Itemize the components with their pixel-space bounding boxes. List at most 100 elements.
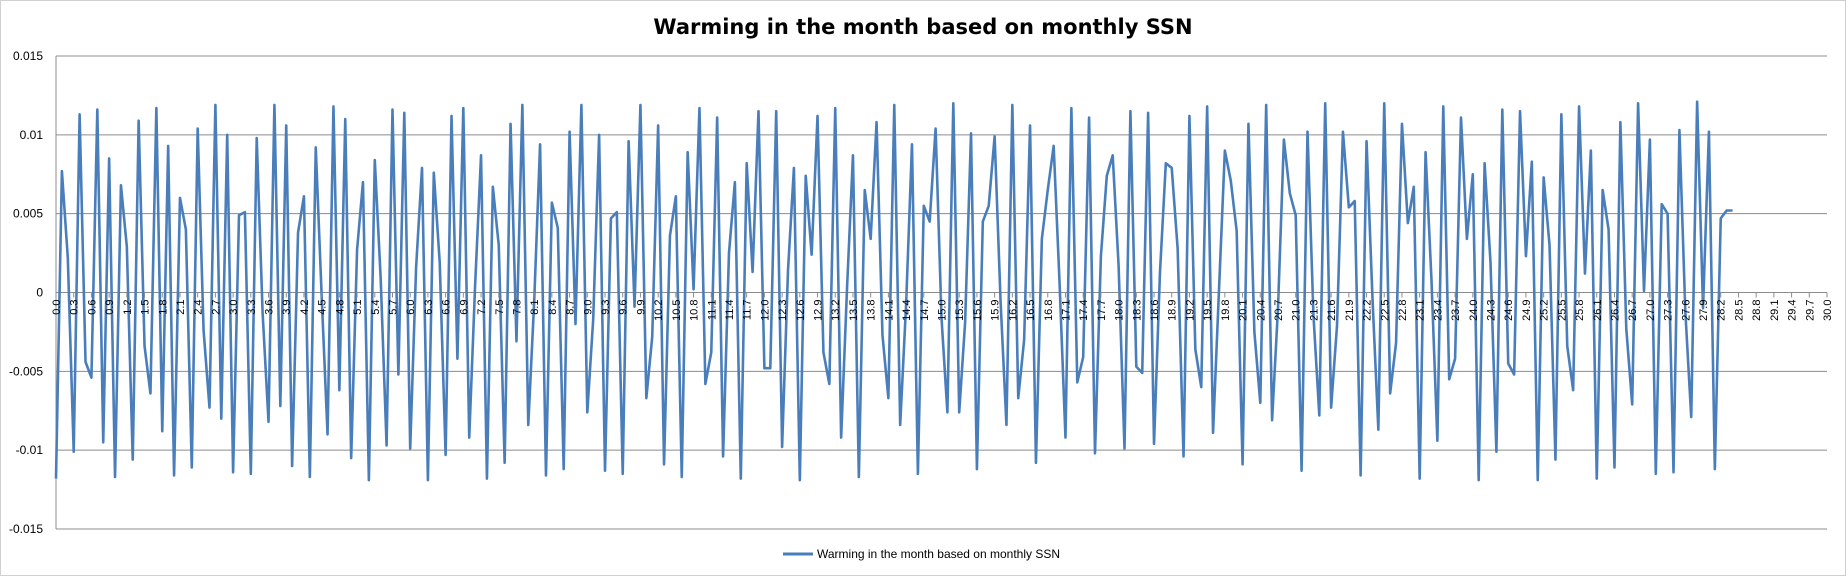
- legend: Warming in the month based on monthly SS…: [783, 547, 1060, 561]
- x-tick-label: 5.4: [370, 300, 382, 315]
- y-tick-label: 0.005: [13, 207, 43, 221]
- series-line: [54, 100, 1733, 482]
- x-tick-label: 24.0: [1468, 300, 1480, 321]
- x-tick-label: 21.9: [1344, 300, 1356, 321]
- x-tick-label: 9.0: [582, 300, 594, 315]
- x-tick-label: 26.4: [1609, 300, 1621, 321]
- x-tick-label: 28.2: [1716, 300, 1728, 321]
- x-tick-label: 23.4: [1432, 300, 1444, 321]
- x-tick-label: 9.9: [635, 300, 647, 315]
- x-tick-label: 18.3: [1131, 300, 1143, 321]
- x-tick-label: 15.9: [990, 300, 1002, 321]
- x-tick-label: 21.3: [1308, 300, 1320, 321]
- x-tick-label: 17.7: [1096, 300, 1108, 321]
- x-tick-label: 12.6: [795, 300, 807, 321]
- x-tick-label: 25.5: [1556, 300, 1568, 321]
- x-tick-label: 12.9: [813, 300, 825, 321]
- x-tick-label: 27.9: [1698, 300, 1710, 321]
- x-tick-label: 16.5: [1025, 300, 1037, 321]
- legend-label: Warming in the month based on monthly SS…: [817, 547, 1060, 561]
- x-tick-label: 5.7: [387, 300, 399, 315]
- x-tick-label: 8.1: [529, 300, 541, 315]
- x-tick-label: 15.6: [972, 300, 984, 321]
- x-tick-label: 3.6: [264, 300, 276, 315]
- x-tick-label: 10.8: [689, 300, 701, 321]
- x-tick-label: 25.8: [1574, 300, 1586, 321]
- x-tick-label: 6.3: [423, 300, 435, 315]
- x-tick-label: 6.6: [441, 300, 453, 315]
- x-tick-label: 9.6: [618, 300, 630, 315]
- x-tick-label: 19.5: [1202, 300, 1214, 321]
- x-tick-label: 3.3: [246, 300, 258, 315]
- x-tick-label: 25.2: [1539, 300, 1551, 321]
- x-tick-label: 7.8: [511, 300, 523, 315]
- x-tick-label: 14.1: [883, 300, 895, 321]
- x-tick-label: 0.6: [86, 300, 98, 315]
- x-tick-label: 8.4: [547, 300, 559, 315]
- x-tick-label: 26.7: [1627, 300, 1639, 321]
- x-tick-label: 4.2: [299, 300, 311, 315]
- x-tick-label: 1.8: [157, 300, 169, 315]
- x-tick-label: 13.2: [830, 300, 842, 321]
- x-tick-label: 15.0: [937, 300, 949, 321]
- y-tick-label: -0.005: [9, 364, 43, 378]
- y-tick-label: -0.01: [16, 443, 44, 457]
- x-tick-label: 9.3: [600, 300, 612, 315]
- x-tick-label: 29.7: [1804, 300, 1816, 321]
- x-tick-label: 24.9: [1521, 300, 1533, 321]
- x-tick-label: 11.1: [706, 300, 718, 321]
- x-tick-label: 16.2: [1007, 300, 1019, 321]
- series-layer: [54, 100, 1733, 482]
- x-tick-label: 4.8: [334, 300, 346, 315]
- x-tick-label: 5.1: [352, 300, 364, 315]
- x-tick-label: 13.8: [866, 300, 878, 321]
- x-tick-label: 3.0: [228, 300, 240, 315]
- x-tick-label: 16.8: [1043, 300, 1055, 321]
- x-tick-label: 18.9: [1167, 300, 1179, 321]
- x-tick-label: 27.0: [1645, 300, 1657, 321]
- x-tick-label: 17.4: [1078, 300, 1090, 321]
- x-axis-labels: 0.0 0.3 0.6 0.9 1.2 1.5 1.8 2.1 2.4 2.7 3.0 3.3 3.6 3…: [51, 292, 1834, 321]
- x-tick-label: 28.5: [1733, 300, 1745, 321]
- x-tick-label: 23.7: [1450, 300, 1462, 321]
- x-tick-label: 11.4: [724, 300, 736, 321]
- x-tick-label: 0.3: [69, 300, 81, 315]
- x-tick-label: 18.6: [1149, 300, 1161, 321]
- chart-title: Warming in the month based on monthly SS…: [653, 15, 1192, 39]
- x-tick-label: 24.6: [1503, 300, 1515, 321]
- x-tick-label: 21.0: [1291, 300, 1303, 321]
- x-tick-label: 18.0: [1114, 300, 1126, 321]
- x-tick-label: 11.7: [742, 300, 754, 321]
- y-tick-label: 0: [36, 286, 43, 300]
- x-tick-label: 19.8: [1220, 300, 1232, 321]
- x-tick-label: 22.8: [1397, 300, 1409, 321]
- x-tick-label: 0.0: [51, 300, 63, 315]
- x-tick-label: 19.2: [1184, 300, 1196, 321]
- x-tick-label: 26.1: [1592, 300, 1604, 321]
- x-tick-label: 15.3: [954, 300, 966, 321]
- x-tick-label: 20.1: [1238, 300, 1250, 321]
- x-tick-label: 14.7: [919, 300, 931, 321]
- x-tick-label: 1.2: [122, 300, 134, 315]
- x-tick-label: 22.5: [1379, 300, 1391, 321]
- x-tick-label: 0.9: [104, 300, 116, 315]
- x-tick-label: 10.2: [653, 300, 665, 321]
- x-tick-label: 12.0: [759, 300, 771, 321]
- x-tick-label: 27.6: [1680, 300, 1692, 321]
- x-tick-label: 2.4: [193, 300, 205, 315]
- x-tick-label: 21.6: [1326, 300, 1338, 321]
- x-tick-label: 28.8: [1751, 300, 1763, 321]
- x-tick-label: 12.3: [777, 300, 789, 321]
- y-tick-label: 0.01: [20, 128, 44, 142]
- x-tick-label: 6.9: [458, 300, 470, 315]
- x-tick-label: 20.4: [1255, 300, 1267, 321]
- y-axis-labels: 0.015 0.01 0.005 0 -0.005 -0.01 -0.015: [9, 49, 43, 536]
- x-tick-label: 8.7: [565, 300, 577, 315]
- x-tick-label: 1.5: [140, 300, 152, 315]
- x-tick-label: 17.1: [1060, 300, 1072, 321]
- x-tick-label: 13.5: [848, 300, 860, 321]
- x-tick-label: 24.3: [1486, 300, 1498, 321]
- x-tick-label: 23.1: [1415, 300, 1427, 321]
- y-tick-label: -0.015: [9, 522, 43, 536]
